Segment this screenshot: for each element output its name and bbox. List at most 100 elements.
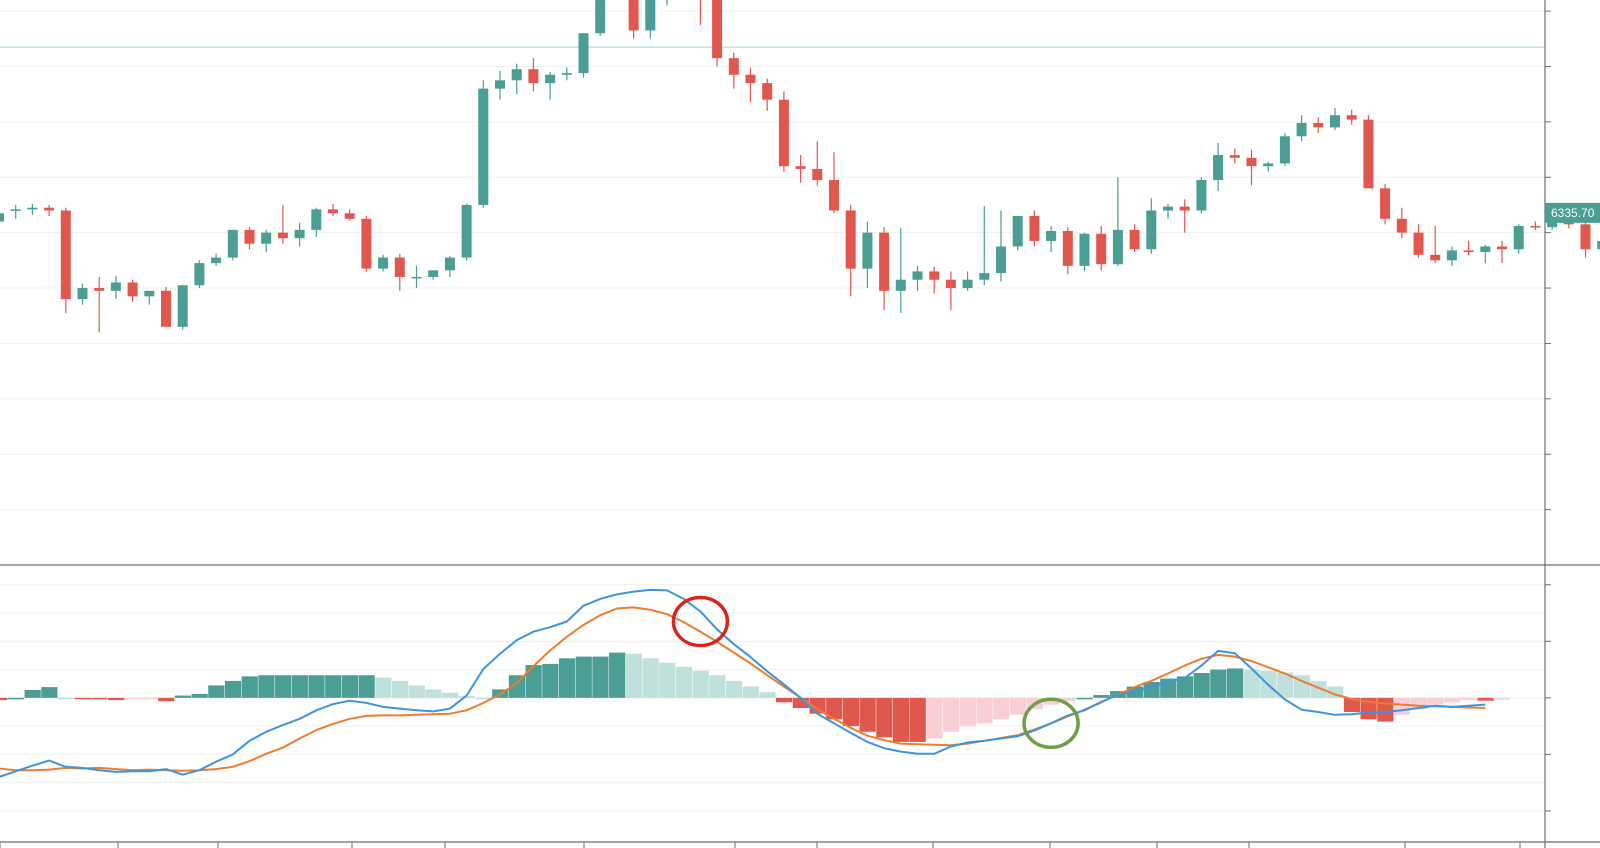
candle-body — [561, 73, 572, 75]
candle-body — [428, 270, 439, 277]
candle-body — [394, 257, 405, 277]
candle-body — [1580, 224, 1591, 250]
macd-histogram-bar — [525, 665, 542, 698]
candle-body — [996, 246, 1006, 274]
macd-histogram-bar — [692, 670, 709, 698]
candle-body — [127, 282, 138, 297]
candle-body — [1129, 229, 1140, 250]
candle-body — [845, 210, 856, 269]
price-pane — [0, 0, 1600, 333]
candle-body — [862, 232, 873, 269]
candle-body — [962, 279, 973, 289]
candle-body — [1179, 206, 1190, 211]
macd-histogram-bar — [275, 675, 292, 698]
macd-histogram-bar — [341, 675, 359, 698]
macd-histogram-bar — [592, 656, 609, 698]
candle-body — [211, 257, 222, 264]
signal-line — [0, 606, 1486, 772]
macd-histogram-bar — [542, 663, 559, 698]
macd-histogram-bar — [943, 697, 960, 732]
macd-histogram-bar — [976, 697, 993, 724]
candle-body — [1279, 136, 1290, 164]
candle-body — [795, 166, 806, 169]
macd-histogram-bar — [1277, 672, 1294, 698]
candle-body — [1547, 222, 1558, 228]
macd-histogram-bar — [1243, 669, 1260, 698]
candle-body — [1563, 222, 1574, 225]
candle-body — [912, 271, 923, 280]
candle-body — [1112, 229, 1123, 265]
macd-histogram-bar — [508, 675, 526, 698]
candle-body — [244, 229, 255, 244]
candle-body — [1079, 233, 1090, 266]
candle-body — [344, 213, 355, 219]
candle-body — [1046, 230, 1057, 241]
candle-body — [177, 285, 188, 327]
candle-body — [1146, 210, 1157, 250]
macd-histogram-bar — [1226, 668, 1244, 698]
candle-body — [110, 282, 121, 291]
macd-histogram-bar — [659, 662, 676, 698]
candle-body — [1513, 226, 1524, 250]
candle-body — [194, 263, 205, 286]
macd-histogram-bar — [425, 689, 442, 698]
macd-histogram-bar — [0, 697, 8, 701]
candle-body — [277, 232, 288, 239]
macd-histogram-bar — [675, 666, 693, 698]
candle-body — [1263, 163, 1274, 167]
macd-pane — [0, 588, 1511, 778]
macd-histogram-bar — [24, 689, 41, 698]
macd-histogram-bar — [1093, 695, 1110, 698]
macd-histogram-bar — [759, 692, 776, 698]
macd-histogram-bar — [1193, 672, 1210, 698]
macd-histogram-bar — [1210, 669, 1227, 698]
candle-body — [762, 83, 773, 100]
macd-histogram-bar — [742, 686, 759, 698]
candle-body — [1213, 155, 1224, 181]
candle-body — [812, 168, 823, 181]
macd-histogram-bar — [1427, 697, 1444, 705]
macd-histogram-bar — [375, 677, 392, 698]
macd-histogram-bar — [1293, 675, 1310, 698]
macd-histogram-bar — [208, 685, 225, 698]
macd-histogram-bar — [258, 675, 275, 698]
candle-body — [1380, 188, 1391, 219]
candle-body — [1062, 230, 1073, 266]
macd-histogram-bar — [826, 697, 843, 720]
price-label-group: 6335.70 — [1545, 202, 1600, 223]
candle-body — [1196, 180, 1207, 211]
macd-histogram-bar — [609, 652, 626, 698]
candle-body — [411, 276, 422, 279]
candle-body — [94, 288, 105, 291]
macd-histogram-bar — [792, 697, 809, 709]
macd-histogram-bar — [1393, 697, 1411, 715]
macd-histogram-bar — [1059, 697, 1077, 702]
macd-histogram-bar — [108, 697, 125, 701]
candle-body — [879, 232, 890, 291]
bullish-cross-marker — [1022, 697, 1080, 750]
candle-body — [44, 207, 55, 211]
macd-histogram-bar — [1327, 686, 1344, 698]
macd-histogram-bar — [1076, 697, 1093, 700]
candle-body — [545, 74, 556, 84]
candle-body — [261, 232, 272, 244]
candle-body — [628, 0, 639, 31]
macd-histogram-bar — [475, 697, 492, 700]
candle-body — [478, 88, 489, 205]
candle-body — [712, 0, 723, 59]
candle-body — [161, 290, 171, 327]
macd-histogram-bar — [1009, 697, 1027, 715]
candle-body — [227, 229, 238, 258]
macd-histogram-bar — [876, 697, 893, 738]
candle-body — [945, 279, 956, 289]
macd-histogram-bar — [1460, 697, 1477, 701]
candle-body — [444, 257, 455, 271]
macd-histogram-bar — [124, 697, 141, 700]
candle-body — [829, 180, 839, 211]
macd-histogram-bar — [191, 693, 208, 698]
macd-histogram-bar — [158, 697, 175, 702]
candle-body — [595, 0, 606, 34]
candle-body — [1313, 122, 1324, 128]
candle-body — [1396, 218, 1407, 233]
candle-body — [1530, 226, 1541, 228]
